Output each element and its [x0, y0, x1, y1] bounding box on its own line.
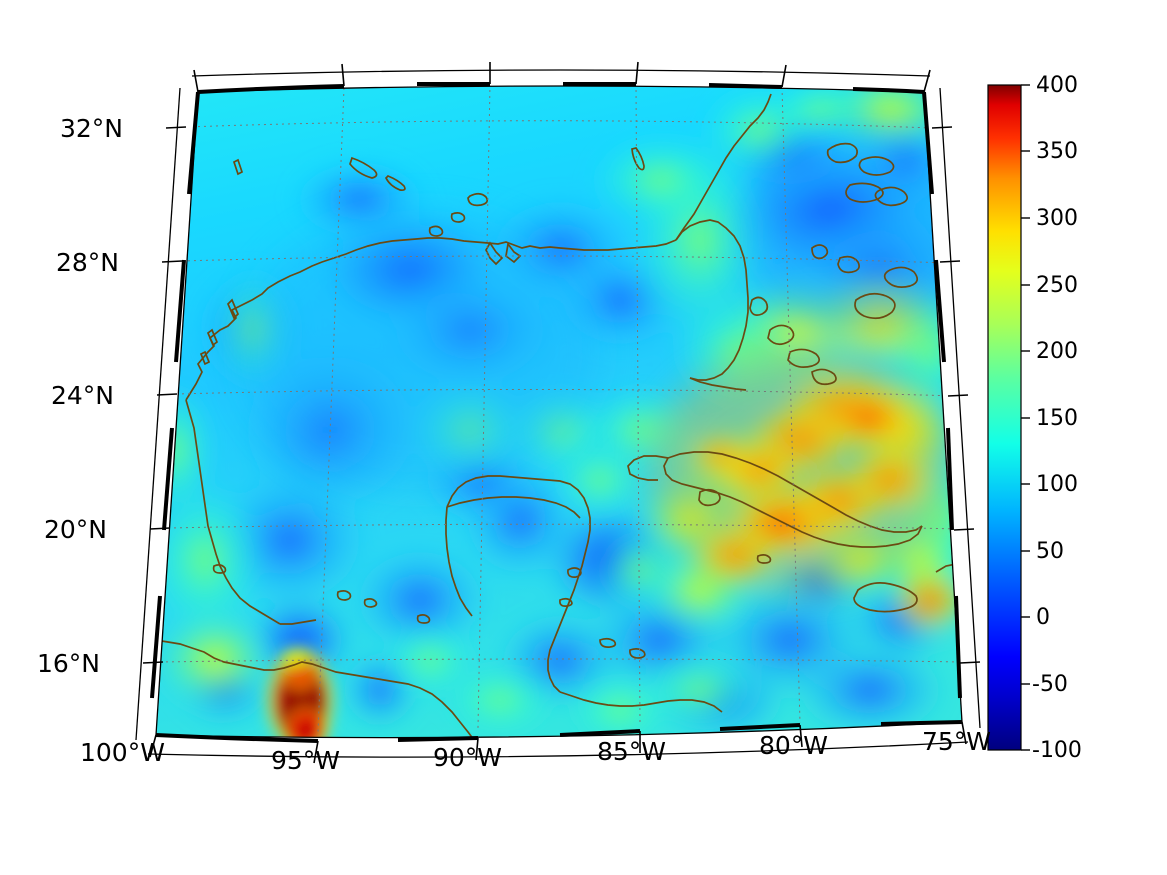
colorbar-label-400: 400	[1036, 73, 1078, 98]
colorbar-label-150: 150	[1036, 406, 1078, 431]
ytick-label-28N: 28°N	[56, 248, 120, 277]
colorbar-label-300: 300	[1036, 206, 1078, 231]
colorbar	[987, 84, 1022, 751]
frame-ticks-left	[150, 91, 200, 699]
coastline-layer	[156, 93, 962, 738]
xtick-label-100W: 100°W	[80, 738, 165, 767]
ytick-label-16N: 16°N	[37, 649, 101, 678]
xtick-label-75W: 75°W	[922, 727, 992, 756]
colorbar-label-100: 100	[1036, 472, 1078, 497]
frame-ticks-top	[197, 82, 925, 94]
colorbar-ticks	[1021, 84, 1030, 751]
frame-ticks-right	[922, 91, 962, 699]
colorbar-label-200: 200	[1036, 339, 1078, 364]
colorbar-label-50: 50	[1036, 539, 1064, 564]
ytick-label-20N: 20°N	[44, 515, 108, 544]
axis-tick-marks	[142, 61, 981, 764]
xtick-label-80W: 80°W	[759, 731, 829, 760]
ytick-label-32N: 32°N	[60, 114, 124, 143]
xtick-label-85W: 85°W	[597, 737, 667, 766]
xtick-label-90W: 90°W	[433, 743, 503, 772]
heatmap-field	[156, 86, 962, 738]
ytick-label-24N: 24°N	[51, 381, 115, 410]
colorbar-label-350: 350	[1036, 139, 1078, 164]
colorbar-label-0: 0	[1036, 605, 1050, 630]
graticule-layer	[156, 86, 962, 736]
veracruz-plume	[260, 642, 340, 738]
xtick-label-95W: 95°W	[271, 746, 341, 775]
field-smoothing	[240, 130, 962, 590]
frame-ticks-bottom	[155, 720, 963, 743]
colorbar-label-250: 250	[1036, 273, 1078, 298]
colorbar-label-minus100: -100	[1032, 738, 1082, 763]
colorbar-label-minus50: -50	[1032, 672, 1068, 697]
